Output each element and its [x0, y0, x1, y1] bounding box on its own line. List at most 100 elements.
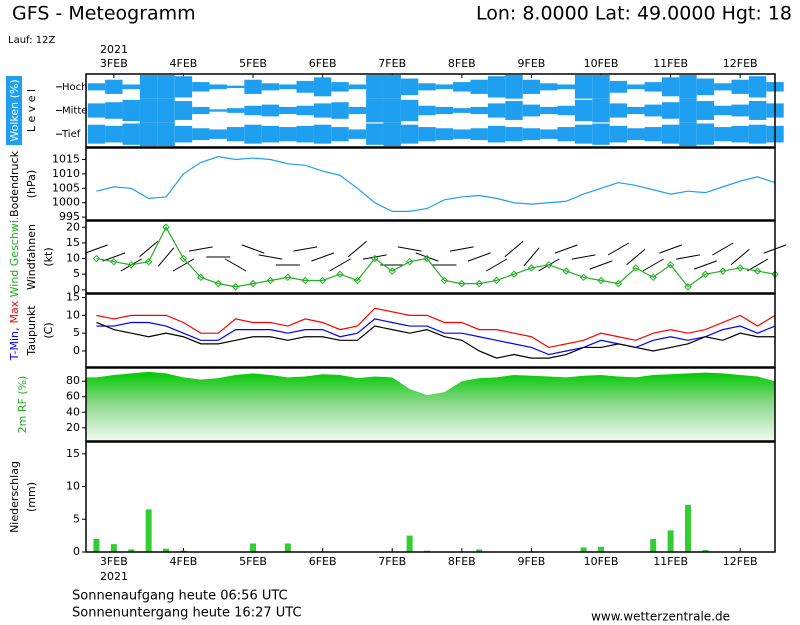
wind-barb — [626, 248, 646, 266]
precip-bar — [145, 509, 152, 552]
cloud-cover — [522, 104, 541, 117]
x-tick-label: 3FEB — [100, 555, 128, 568]
cloud-cover — [313, 103, 332, 118]
x-tick-label: 8FEB — [448, 555, 476, 568]
cloud-cover — [313, 124, 332, 144]
wind-speed-marker — [284, 273, 292, 282]
precip-bar — [702, 550, 709, 552]
cloud-cover — [522, 79, 541, 94]
panel-frame — [85, 220, 776, 294]
cloud-cover — [540, 129, 558, 139]
y-tick-label: 1005 — [52, 181, 80, 194]
wind-barb — [329, 258, 351, 272]
wind-barb — [571, 254, 596, 260]
wind-barb — [347, 240, 367, 258]
cloud-cover — [366, 123, 384, 145]
cloud-cover — [139, 122, 158, 146]
cloud-cover — [192, 106, 210, 115]
wind-barb — [589, 260, 613, 270]
wind-barb — [397, 246, 422, 252]
cloud-cover — [487, 103, 506, 118]
layer-label: Tief — [61, 129, 81, 140]
cloud-cover — [174, 76, 193, 98]
x-tick-label: 8FEB — [448, 57, 476, 70]
wind-barb — [139, 240, 159, 258]
location: Lon: 8.0000 Lat: 49.0000 Hgt: 18 — [476, 3, 792, 25]
series-line — [96, 318, 776, 356]
cloud-cover — [157, 75, 175, 99]
cloud-cover — [418, 127, 436, 142]
cloud-cover — [748, 124, 767, 144]
y-axis-label: (mm) — [25, 482, 38, 512]
cloud-cover — [470, 79, 488, 94]
cloud-cover — [87, 103, 106, 118]
cloud-cover — [296, 80, 314, 93]
y-axis-label: T-Min, Max — [8, 300, 21, 361]
wind-barb — [241, 244, 265, 254]
cloud-cover — [661, 124, 680, 144]
year-top: 2021 — [100, 43, 128, 56]
x-tick-label: 9FEB — [518, 57, 546, 70]
wind-barb — [224, 258, 247, 272]
cloud-cover — [435, 84, 454, 90]
cloud-cover — [644, 127, 662, 142]
cloud-cover — [105, 102, 123, 119]
x-tick-label: 3FEB — [100, 57, 128, 70]
wind-speed-marker — [127, 261, 135, 269]
wind-barb — [172, 258, 195, 272]
y-axis-label-part: Max — [8, 300, 21, 323]
cloud-cover — [574, 75, 593, 99]
sunrise: Sonnenaufgang heute 06:56 UTC — [72, 589, 288, 604]
wind-barb — [467, 252, 491, 262]
x-tick-label: 11FEB — [653, 555, 688, 568]
cloud-cover — [609, 125, 628, 143]
wind-speed-marker — [545, 261, 553, 269]
y-tick-label: 1015 — [52, 153, 80, 166]
precip-bar — [163, 548, 170, 552]
cloud-cover — [714, 83, 732, 91]
wind-speed-marker — [144, 257, 153, 266]
y-axis-label: (hPa) — [25, 170, 38, 198]
wind-barb — [157, 247, 175, 267]
cloud-cover — [453, 129, 471, 139]
wind-barb — [676, 254, 700, 260]
wind-speed-marker — [579, 273, 588, 282]
x-tick-label: 10FEB — [584, 57, 619, 70]
precip-bar — [476, 549, 483, 552]
layer-label: Hoch — [62, 82, 87, 93]
wind-speed-marker — [336, 270, 344, 278]
y-axis-label: Niederschlag — [8, 461, 21, 533]
y-axis-label: Wolken (%) — [8, 79, 21, 141]
cloud-cover — [400, 78, 419, 96]
cloud-cover — [192, 128, 210, 141]
cloud-cover — [487, 125, 506, 143]
x-tick-label: 9FEB — [518, 555, 546, 568]
cloud-cover — [731, 104, 749, 117]
wind-barb — [554, 244, 578, 254]
y-axis-label-part: L e v e l — [25, 89, 38, 132]
cloud-cover — [505, 75, 523, 99]
y-tick-label: 0 — [73, 283, 80, 296]
precip-bar — [667, 530, 674, 552]
panel-frame — [85, 367, 776, 442]
cloud-cover — [122, 84, 140, 90]
y-axis-label-part: Wind Geschwi. — [8, 217, 21, 298]
precip-bar — [580, 547, 587, 552]
cloud-cover — [244, 105, 262, 116]
cloud-cover — [470, 128, 488, 141]
wind-barb — [659, 244, 683, 254]
cloud-cover — [348, 106, 367, 115]
cloud-cover — [679, 98, 697, 123]
wind-speed-marker — [614, 279, 623, 288]
cloud-cover — [400, 124, 419, 144]
x-tick-label: 11FEB — [653, 57, 688, 70]
series-line — [96, 307, 776, 349]
cloud-cover — [105, 79, 123, 94]
wind-speed-marker — [249, 279, 257, 288]
wind-speed-marker — [684, 283, 692, 291]
y-tick-label: 0 — [73, 545, 80, 558]
cloud-cover — [627, 106, 645, 115]
cloud-cover — [174, 125, 193, 143]
y-tick-label: 15 — [66, 236, 80, 249]
y-tick-label: 10 — [66, 480, 80, 493]
